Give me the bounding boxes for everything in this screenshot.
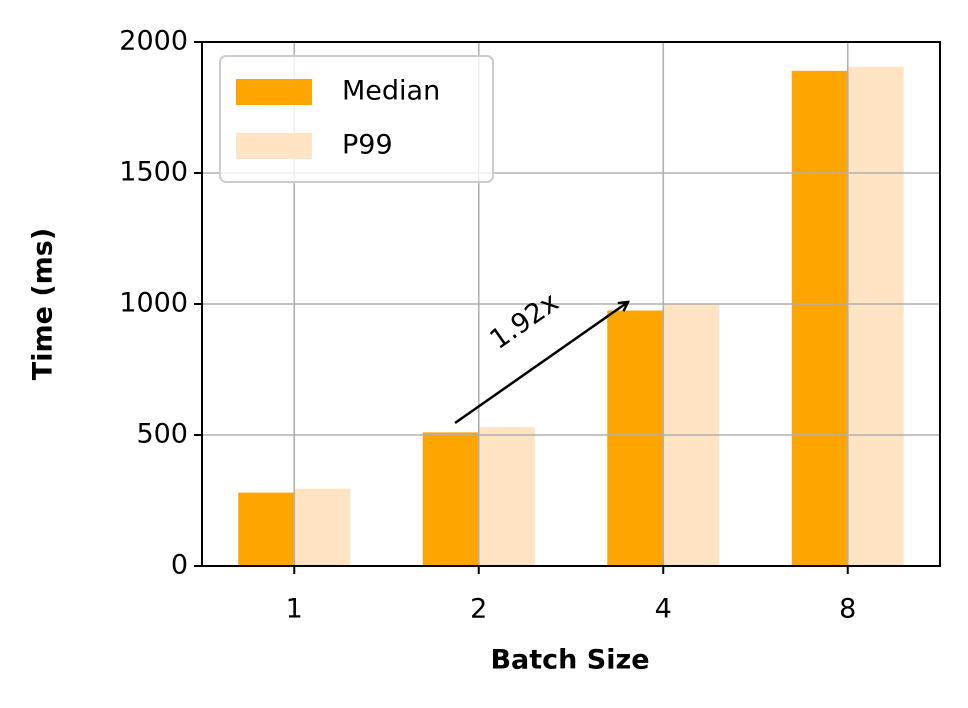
bar <box>847 66 904 566</box>
bar <box>238 492 295 566</box>
y-tick-label: 0 <box>171 550 188 581</box>
y-axis-title: Time (ms) <box>28 228 59 380</box>
annotation-arrow <box>454 302 628 425</box>
legend-swatch <box>236 133 312 159</box>
x-tick-label: 8 <box>839 594 856 625</box>
x-tick-label: 2 <box>470 594 487 625</box>
bar <box>791 70 848 566</box>
legend: Median P99 <box>219 55 494 183</box>
bar <box>478 427 535 566</box>
bar <box>607 310 664 566</box>
x-axis-title: Batch Size <box>490 645 649 676</box>
legend-swatch <box>236 79 312 105</box>
bar <box>294 488 351 566</box>
y-tick-label: 2000 <box>119 26 188 57</box>
y-tick-label: 500 <box>136 419 188 450</box>
y-tick-label: 1500 <box>119 157 188 188</box>
y-tick-label: 1000 <box>119 288 188 319</box>
legend-label: P99 <box>342 130 393 161</box>
bar <box>422 432 479 566</box>
legend-label: Median <box>342 76 440 107</box>
x-tick-label: 4 <box>655 594 672 625</box>
x-tick-label: 1 <box>286 594 303 625</box>
annotation: 1.92x <box>484 287 564 356</box>
